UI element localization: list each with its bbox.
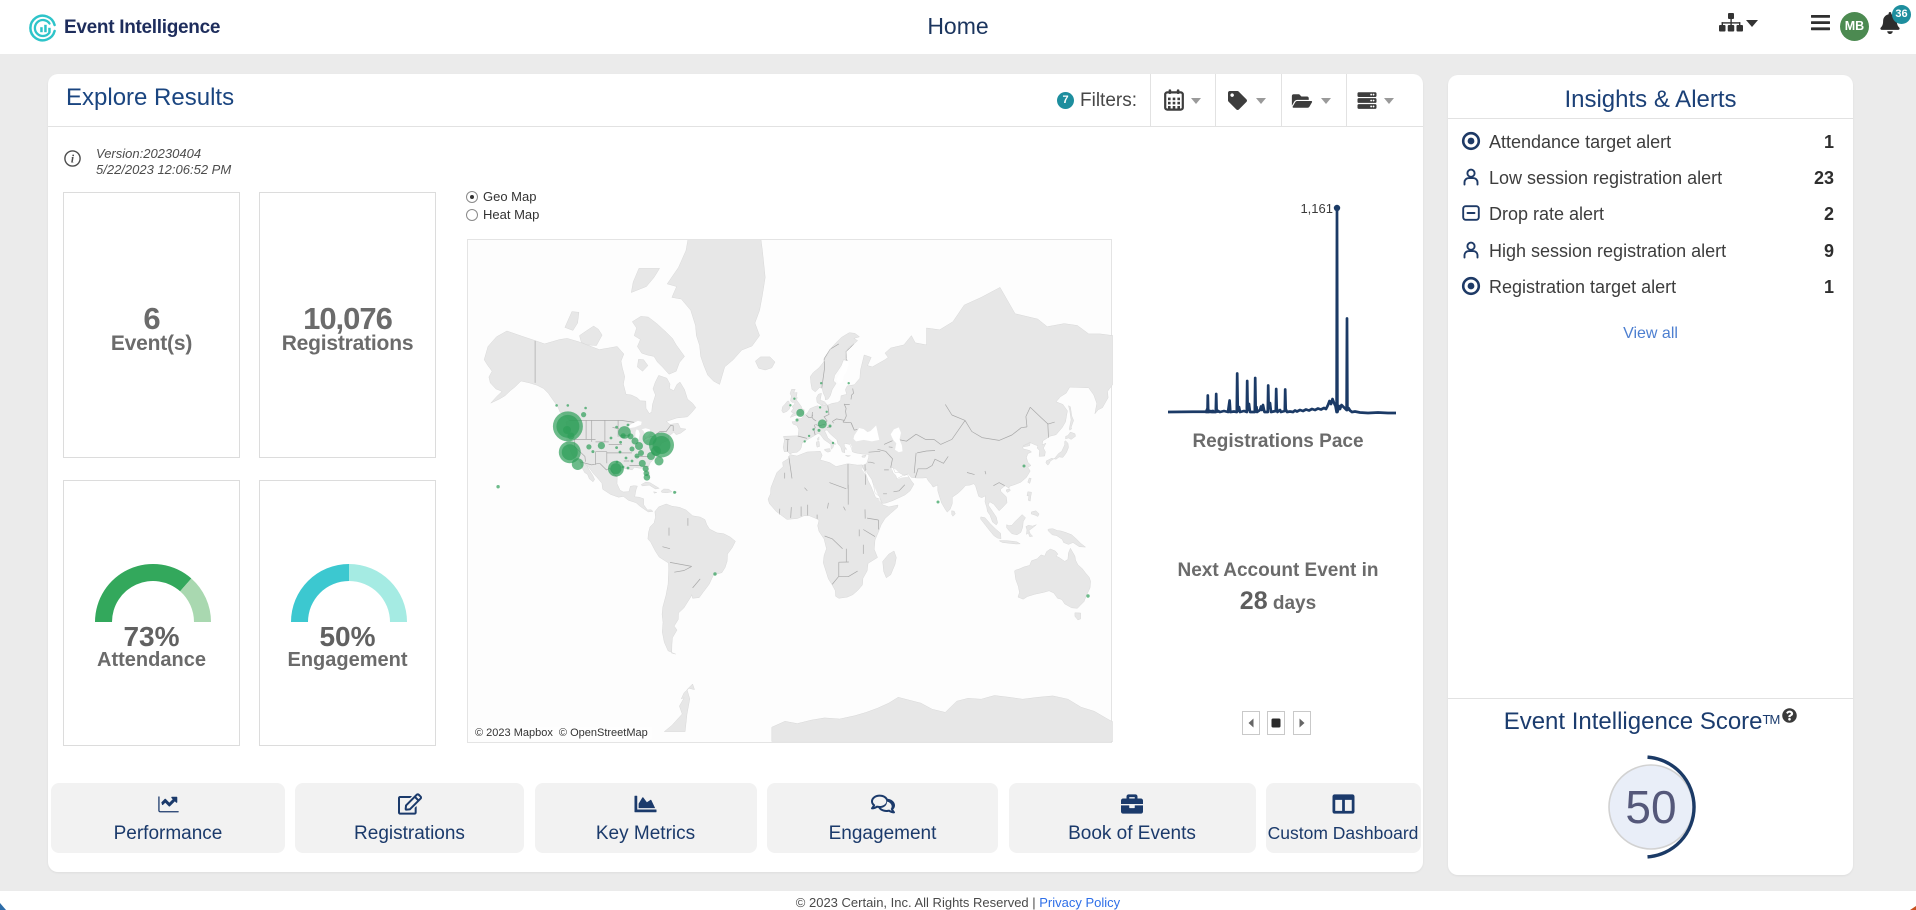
svg-text:i: i xyxy=(71,153,75,165)
svg-text:50: 50 xyxy=(1625,781,1676,833)
svg-text:1,161: 1,161 xyxy=(1300,201,1333,216)
